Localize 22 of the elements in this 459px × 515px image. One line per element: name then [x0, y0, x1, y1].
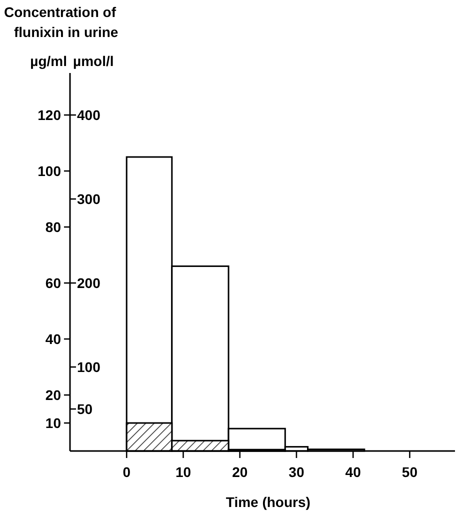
y2-tick-label: 50 — [77, 400, 93, 417]
y-tick-label: 80 — [45, 218, 62, 235]
y2-tick-label: 300 — [77, 190, 101, 207]
x-tick-label: 30 — [288, 464, 304, 480]
y-tick-label: 120 — [38, 106, 62, 123]
x-tick-label: 10 — [175, 464, 192, 480]
x-tick-label: 40 — [345, 464, 362, 480]
x-tick-label: 50 — [402, 464, 418, 480]
x-tick-label: 0 — [122, 464, 131, 480]
chart-title: Concentration of flunixin in urine — [4, 4, 118, 40]
y-tick-label: 20 — [45, 386, 62, 403]
y2-tick-label: 200 — [77, 274, 101, 291]
y2-tick-label: 400 — [77, 106, 101, 123]
y-tick-label: 100 — [38, 162, 62, 179]
y-tick-label: 10 — [45, 414, 62, 431]
y2-tick-label: 100 — [77, 358, 101, 375]
x-axis-title: Time (hours) — [226, 494, 310, 510]
y-tick-label: 60 — [45, 274, 62, 291]
x-tick-label: 20 — [232, 464, 248, 480]
y2-axis-title: µmol/l — [73, 53, 114, 69]
y-tick-label: 40 — [45, 330, 62, 347]
y-axis-title: µg/ml — [30, 53, 67, 69]
